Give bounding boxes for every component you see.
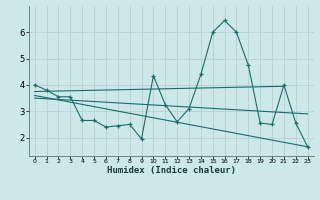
X-axis label: Humidex (Indice chaleur): Humidex (Indice chaleur) [107,166,236,175]
